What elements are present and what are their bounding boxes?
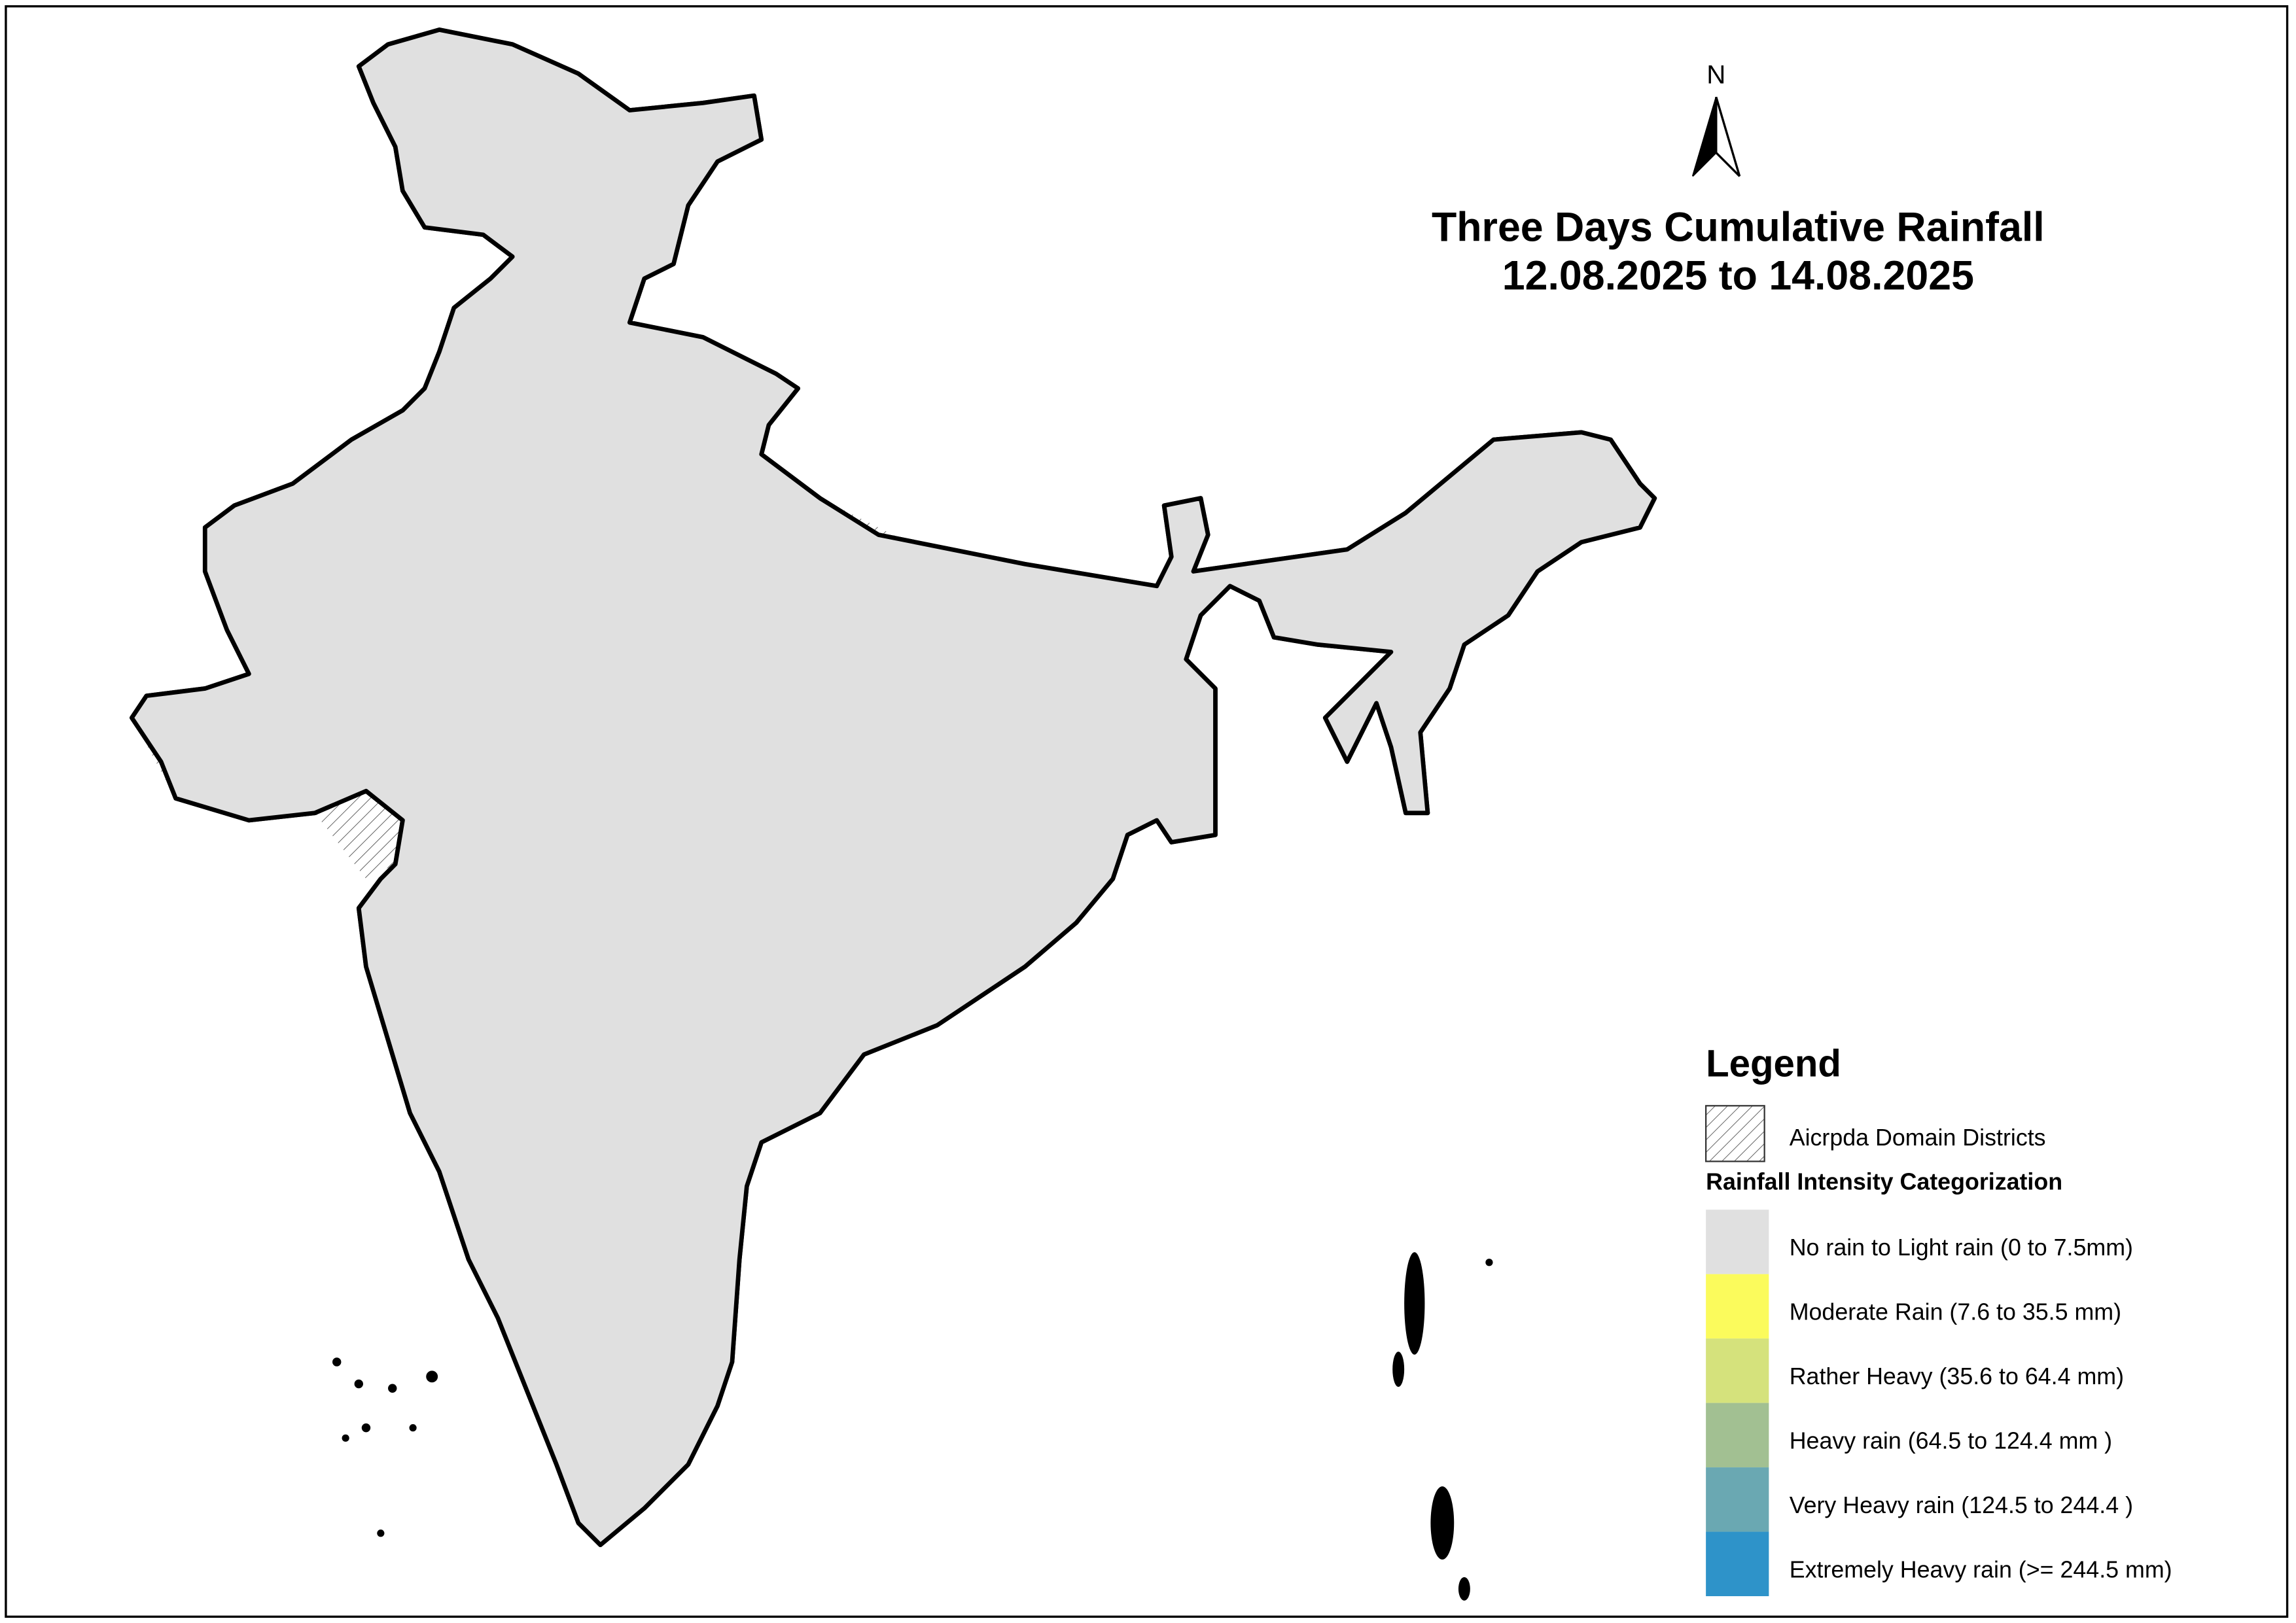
legend-label: Moderate Rain (7.6 to 35.5 mm): [1790, 1299, 2121, 1325]
legend-label: Extremely Heavy rain (>= 244.5 mm): [1790, 1556, 2172, 1582]
legend: Legend Aicrpda Domain Districts Rainfall…: [1705, 1042, 2172, 1597]
north-label: N: [1706, 60, 1725, 90]
frame: [5, 5, 2289, 1618]
north-arrow: N: [1691, 60, 1741, 177]
map-subtitle: 12.08.2025 to 14.08.2025: [1502, 253, 1974, 298]
legend-label: Very Heavy rain (124.5 to 244.4 ): [1790, 1492, 2133, 1518]
hatch-swatch: [1705, 1105, 1765, 1162]
legend-swatch: [1706, 1274, 1769, 1339]
islands: [332, 1252, 1493, 1601]
legend-title: Legend: [1706, 1042, 1841, 1085]
legend-label: No rain to Light rain (0 to 7.5mm): [1790, 1234, 2133, 1261]
legend-swatch: [1706, 1531, 1769, 1597]
legend-subtitle: Rainfall Intensity Categorization: [1706, 1168, 2062, 1195]
legend-swatch: [1706, 1467, 1769, 1532]
legend-swatch: [1706, 1403, 1769, 1468]
legend-label: Heavy rain (64.5 to 124.4 mm ): [1790, 1427, 2112, 1454]
map-title: Three Days Cumulative Rainfall: [1432, 205, 2045, 251]
outline-overlay: [132, 29, 1654, 1544]
legend-label: Rather Heavy (35.6 to 64.4 mm): [1790, 1363, 2124, 1389]
legend-swatch: [1706, 1338, 1769, 1403]
legend-swatch: [1706, 1210, 1769, 1274]
legend-label: Aicrpda Domain Districts: [1790, 1125, 2046, 1151]
